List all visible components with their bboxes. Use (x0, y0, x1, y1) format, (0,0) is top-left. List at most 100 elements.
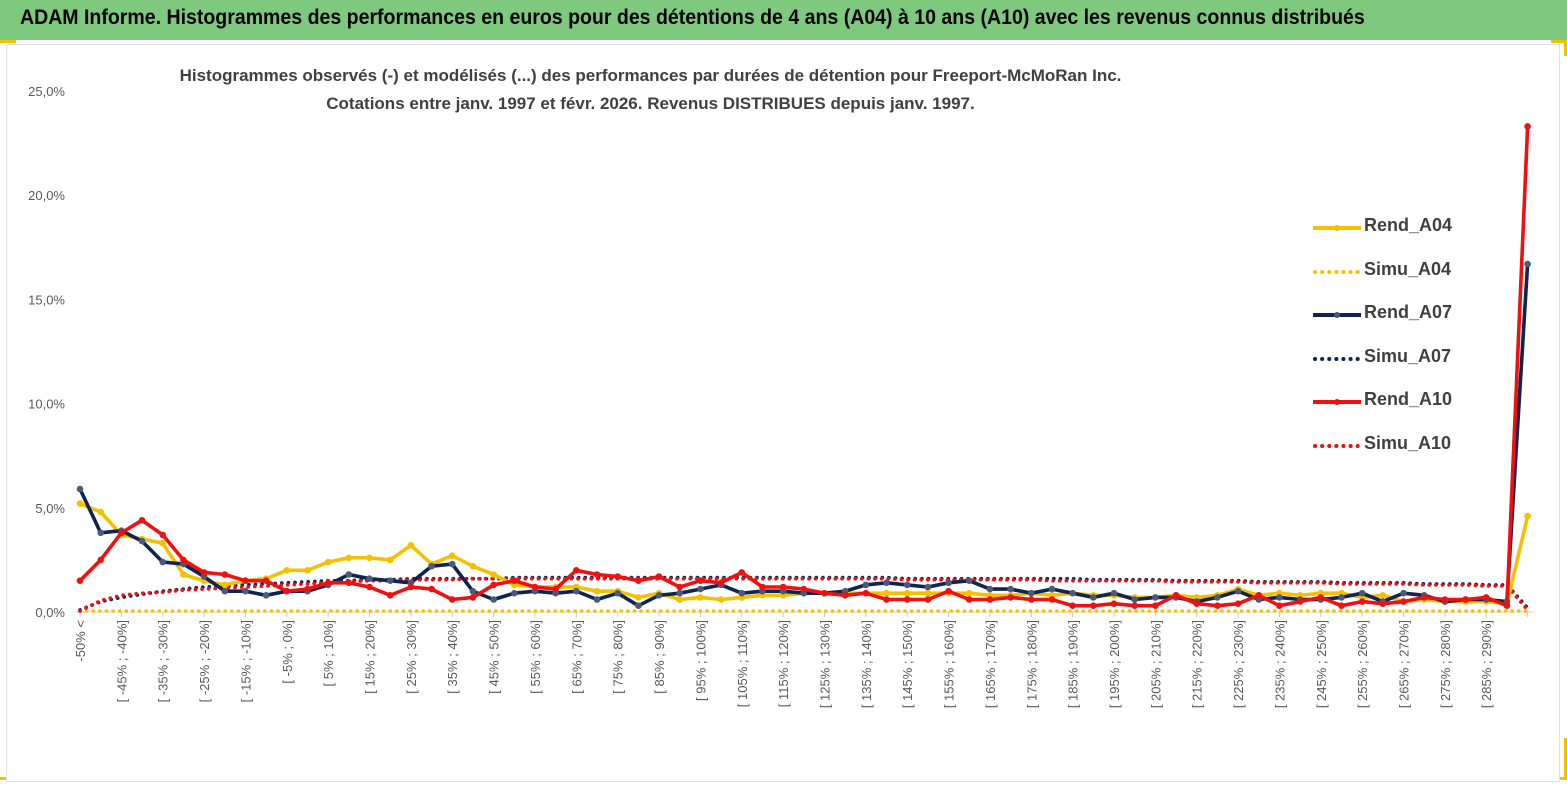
data-point-rend-a10 (1524, 123, 1531, 130)
data-point-rend-a07 (614, 589, 621, 597)
legend-label-rend-a10: Rend_A10 (1364, 389, 1453, 409)
x-tick-label: [ 175% ; 180%] (1024, 620, 1039, 708)
data-point-rend-a07 (262, 592, 270, 599)
data-point-rend-a07 (1090, 594, 1097, 601)
data-point-rend-a04 (448, 552, 456, 559)
data-point-rend-a10 (97, 556, 104, 564)
data-point-rend-a10 (345, 579, 353, 587)
data-point-rend-a10 (1152, 602, 1159, 609)
data-point-rend-a04 (924, 589, 932, 597)
x-tick-label: [ 25% ; 30%] (404, 620, 419, 694)
chart-title-line1: Histogrammes observés (-) et modélisés (… (7, 66, 1294, 86)
data-point-rend-a07 (138, 537, 146, 545)
data-point-rend-a07 (573, 587, 580, 595)
data-point-rend-a10 (324, 579, 332, 587)
data-point-rend-a04 (469, 562, 477, 570)
x-tick-label: [ 225% ; 230%] (1231, 620, 1246, 708)
y-tick-label: 15,0% (28, 292, 65, 307)
data-point-rend-a07 (945, 579, 952, 587)
data-point-rend-a04 (593, 587, 601, 595)
data-point-rend-a07 (924, 583, 932, 591)
data-point-rend-a10 (1214, 602, 1221, 609)
x-tick-label: [ 125% ; 130%] (817, 620, 832, 708)
data-point-rend-a10 (386, 592, 394, 599)
data-point-rend-a07 (862, 581, 870, 589)
data-point-rend-a10 (1441, 596, 1449, 603)
legend-item-simu-a07: Simu_A07 (1301, 344, 1471, 370)
data-point-rend-a07 (965, 577, 973, 584)
data-point-rend-a10 (511, 577, 518, 584)
frame-corner-tl-h (0, 40, 16, 43)
chart-legend: Rend_A04 Simu_A04 Rend_A07 Simu_A07 Rend… (1301, 197, 1471, 467)
legend-item-simu-a04: Simu_A04 (1301, 257, 1471, 283)
data-point-rend-a10 (1172, 592, 1180, 599)
data-point-rend-a10 (407, 583, 415, 591)
data-point-rend-a04 (965, 589, 973, 597)
data-point-rend-a07 (883, 579, 890, 587)
data-point-rend-a10 (1028, 596, 1035, 603)
data-point-rend-a10 (903, 596, 911, 603)
data-point-rend-a07 (76, 485, 84, 493)
data-point-rend-a10 (945, 587, 952, 595)
legend-label-simu-a10: Simu_A10 (1364, 433, 1452, 453)
data-point-rend-a10 (1069, 602, 1076, 609)
data-point-rend-a07 (593, 596, 601, 603)
data-point-rend-a10 (283, 587, 291, 595)
data-point-rend-a10 (717, 579, 725, 587)
x-tick-label: [ 165% ; 170%] (983, 620, 998, 708)
data-point-rend-a10 (1338, 602, 1345, 609)
data-point-rend-a10 (552, 585, 559, 593)
x-tick-label: -50% < (73, 620, 88, 662)
data-point-rend-a10 (676, 583, 683, 591)
data-point-rend-a04 (97, 508, 104, 516)
chart-area: 0,0% 5,0% 10,0% 15,0% 20,0% 25,0% -50% < [ -45%… (6, 44, 1560, 782)
data-point-rend-a10 (1358, 598, 1366, 605)
data-point-rend-a10 (1193, 600, 1200, 607)
data-point-rend-a04 (490, 571, 497, 578)
legend-item-rend-a10: Rend_A10 (1301, 387, 1471, 413)
header-banner: ADAM Informe. Histogrammes des performan… (0, 0, 1567, 40)
data-point-rend-a07 (1110, 589, 1118, 597)
data-point-rend-a10 (469, 594, 477, 601)
data-point-rend-a07 (1338, 594, 1345, 601)
frame-corner-tr-h (1551, 40, 1567, 43)
data-point-rend-a10 (800, 585, 808, 593)
data-point-rend-a04 (180, 571, 187, 578)
data-point-rend-a07 (97, 529, 104, 537)
data-point-rend-a10 (1296, 598, 1304, 605)
data-point-rend-a07 (1400, 589, 1407, 597)
data-point-rend-a07 (242, 587, 249, 595)
data-point-rend-a10 (221, 571, 229, 578)
data-point-rend-a04 (386, 556, 394, 564)
data-point-rend-a07 (469, 587, 477, 595)
data-point-rend-a07 (986, 585, 994, 593)
x-tick-label: [ -25% ; -20%] (197, 620, 212, 702)
data-point-rend-a10 (76, 577, 84, 584)
data-point-rend-a07 (448, 560, 456, 568)
data-point-rend-a10 (262, 577, 270, 584)
legend-label-rend-a04: Rend_A04 (1364, 215, 1453, 235)
x-tick-label: [ 155% ; 160%] (942, 620, 957, 708)
data-point-rend-a10 (986, 596, 994, 603)
data-point-rend-a07 (1524, 260, 1531, 268)
data-point-rend-a07 (1234, 587, 1242, 595)
data-point-rend-a07 (386, 577, 394, 584)
data-point-rend-a07 (221, 587, 229, 595)
data-point-rend-a04 (366, 554, 373, 562)
chart-title-line1-text: Histogrammes observés (-) et modélisés (… (175, 66, 1126, 85)
y-tick-label: 0,0% (35, 605, 65, 620)
data-point-rend-a10 (697, 577, 704, 584)
x-tick-label: [ 75% ; 80%] (611, 620, 626, 694)
data-point-rend-a04 (676, 596, 683, 603)
x-tick-label: [ 265% ; 270%] (1397, 620, 1412, 708)
data-point-rend-a04 (76, 500, 84, 507)
data-point-rend-a10 (138, 517, 146, 524)
legend-label-simu-a07: Simu_A07 (1364, 346, 1452, 366)
data-point-rend-a07 (697, 585, 704, 593)
data-point-rend-a10 (366, 583, 373, 591)
data-point-rend-a07 (1069, 589, 1076, 597)
data-point-rend-a07 (428, 562, 435, 570)
data-point-rend-a10 (159, 531, 166, 539)
data-point-rend-a07 (738, 589, 746, 597)
x-tick-label: [ 245% ; 250%] (1314, 620, 1329, 708)
